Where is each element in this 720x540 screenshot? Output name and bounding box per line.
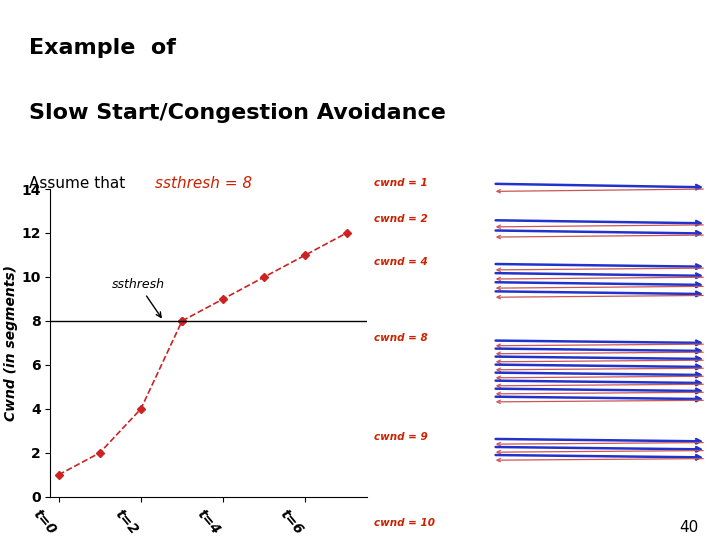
- Text: cwnd = 9: cwnd = 9: [374, 431, 428, 442]
- Y-axis label: Cwnd (in segments): Cwnd (in segments): [4, 265, 19, 421]
- Text: Assume that: Assume that: [29, 176, 130, 191]
- Text: cwnd = 8: cwnd = 8: [374, 333, 428, 343]
- Text: cwnd = 10: cwnd = 10: [374, 518, 436, 528]
- Text: Slow Start/Congestion Avoidance: Slow Start/Congestion Avoidance: [29, 103, 446, 123]
- Text: Example  of: Example of: [29, 38, 176, 58]
- Text: cwnd = 1: cwnd = 1: [374, 178, 428, 187]
- Text: cwnd = 2: cwnd = 2: [374, 214, 428, 224]
- Text: cwnd = 4: cwnd = 4: [374, 256, 428, 267]
- Text: ssthresh = 8: ssthresh = 8: [155, 176, 252, 191]
- Text: ssthresh: ssthresh: [112, 278, 165, 318]
- Text: 40: 40: [679, 519, 698, 535]
